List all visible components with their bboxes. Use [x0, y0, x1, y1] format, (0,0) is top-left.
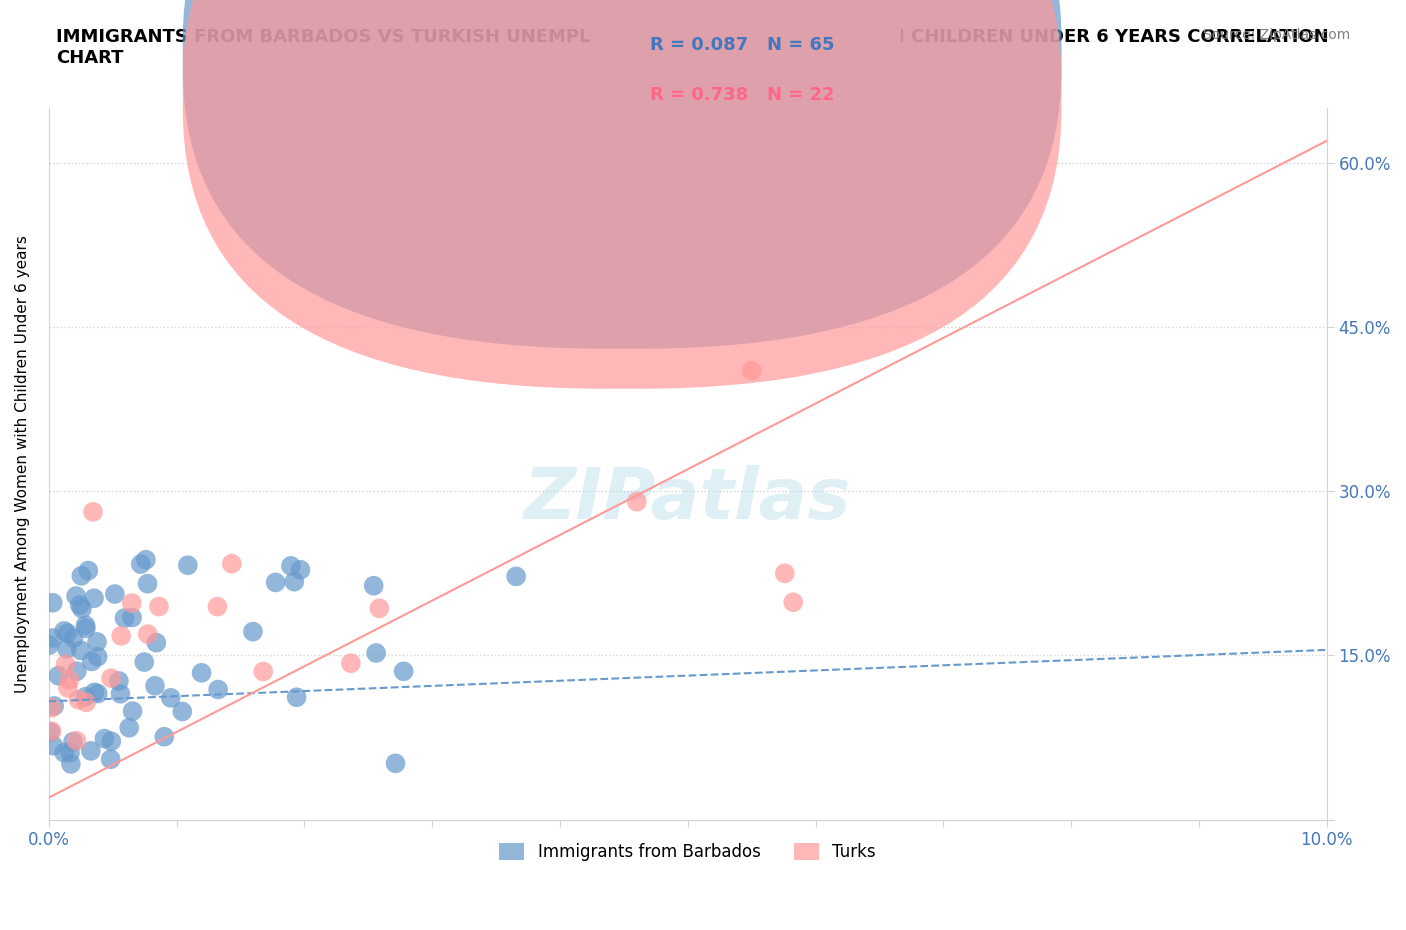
Point	[55, 657, 77, 671]
Point	[58, 672, 80, 687]
Point	[80, 654, 103, 669]
Point	[75, 689, 97, 704]
Point	[110, 629, 132, 644]
Point	[82, 504, 104, 519]
Point	[75, 618, 97, 632]
Point	[221, 556, 243, 571]
Point	[110, 686, 132, 701]
Point	[108, 673, 131, 688]
Point	[114, 611, 136, 626]
Point	[83, 684, 105, 699]
Point	[773, 565, 796, 580]
Point	[70, 568, 93, 583]
Y-axis label: Unemployment Among Women with Children Under 6 years: Unemployment Among Women with Children U…	[15, 235, 30, 693]
Point	[242, 624, 264, 639]
Point	[62, 734, 84, 749]
Point	[121, 595, 143, 610]
Point	[134, 655, 156, 670]
Point	[782, 595, 804, 610]
Point	[252, 664, 274, 679]
Point	[75, 695, 97, 710]
Point	[118, 721, 141, 736]
Point	[264, 575, 287, 590]
Point	[42, 738, 65, 753]
Point	[177, 558, 200, 573]
Point	[285, 690, 308, 705]
Point	[368, 601, 391, 616]
Point	[366, 645, 388, 660]
Point	[172, 704, 194, 719]
Point	[280, 558, 302, 573]
Text: IMMIGRANTS FROM BARBADOS VS TURKISH UNEMPLOYMENT AMONG WOMEN WITH CHILDREN UNDER: IMMIGRANTS FROM BARBADOS VS TURKISH UNEM…	[56, 28, 1329, 67]
Point	[143, 678, 166, 693]
Point	[148, 599, 170, 614]
Point	[392, 664, 415, 679]
Point	[136, 627, 159, 642]
Text: ZIPatlas: ZIPatlas	[524, 465, 852, 534]
Point	[41, 700, 63, 715]
Point	[69, 598, 91, 613]
Point	[65, 589, 87, 604]
Point	[56, 626, 79, 641]
Legend: Immigrants from Barbados, Turks: Immigrants from Barbados, Turks	[494, 837, 883, 868]
Point	[56, 642, 79, 657]
Point	[153, 729, 176, 744]
Point	[626, 494, 648, 509]
Point	[44, 698, 66, 713]
Point	[190, 665, 212, 680]
Point	[83, 591, 105, 605]
Text: R = 0.738   N = 22: R = 0.738 N = 22	[650, 86, 834, 104]
Point	[53, 745, 76, 760]
Point	[62, 631, 84, 645]
Point	[66, 664, 89, 679]
Point	[100, 671, 122, 685]
Text: R = 0.087   N = 65: R = 0.087 N = 65	[650, 35, 834, 54]
Point	[67, 693, 90, 708]
Point	[59, 756, 82, 771]
Point	[136, 577, 159, 591]
Point	[56, 681, 79, 696]
Point	[86, 634, 108, 649]
Point	[121, 704, 143, 719]
Point	[93, 731, 115, 746]
Point	[41, 724, 63, 738]
Point	[741, 364, 763, 379]
Point	[38, 638, 60, 653]
Point	[207, 599, 229, 614]
Text: Source: ZipAtlas.com: Source: ZipAtlas.com	[1202, 28, 1350, 42]
Point	[87, 686, 110, 701]
Point	[159, 690, 181, 705]
Point	[39, 724, 62, 739]
Point	[363, 578, 385, 593]
Point	[75, 621, 97, 636]
Point	[283, 574, 305, 589]
Point	[384, 756, 406, 771]
Point	[104, 587, 127, 602]
Point	[59, 745, 82, 760]
Point	[80, 743, 103, 758]
Point	[505, 569, 527, 584]
Point	[207, 682, 229, 697]
Point	[70, 643, 93, 658]
Point	[129, 557, 152, 572]
Point	[340, 656, 363, 671]
Point	[86, 649, 108, 664]
Point	[42, 631, 65, 645]
Point	[53, 623, 76, 638]
Point	[135, 552, 157, 567]
Point	[77, 564, 100, 578]
Point	[290, 563, 312, 578]
Point	[46, 669, 69, 684]
Point	[100, 734, 122, 749]
Point	[70, 601, 93, 616]
Point	[65, 733, 87, 748]
Point	[121, 610, 143, 625]
Point	[42, 595, 65, 610]
Point	[100, 751, 122, 766]
Point	[145, 635, 167, 650]
